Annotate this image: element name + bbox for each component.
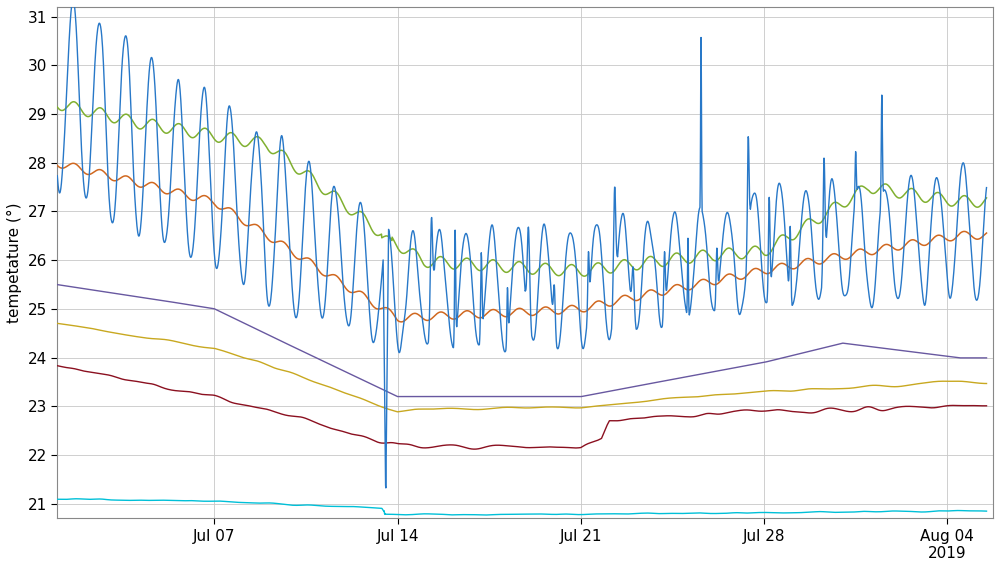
Y-axis label: tempetature (°): tempetature (°) bbox=[7, 202, 22, 323]
